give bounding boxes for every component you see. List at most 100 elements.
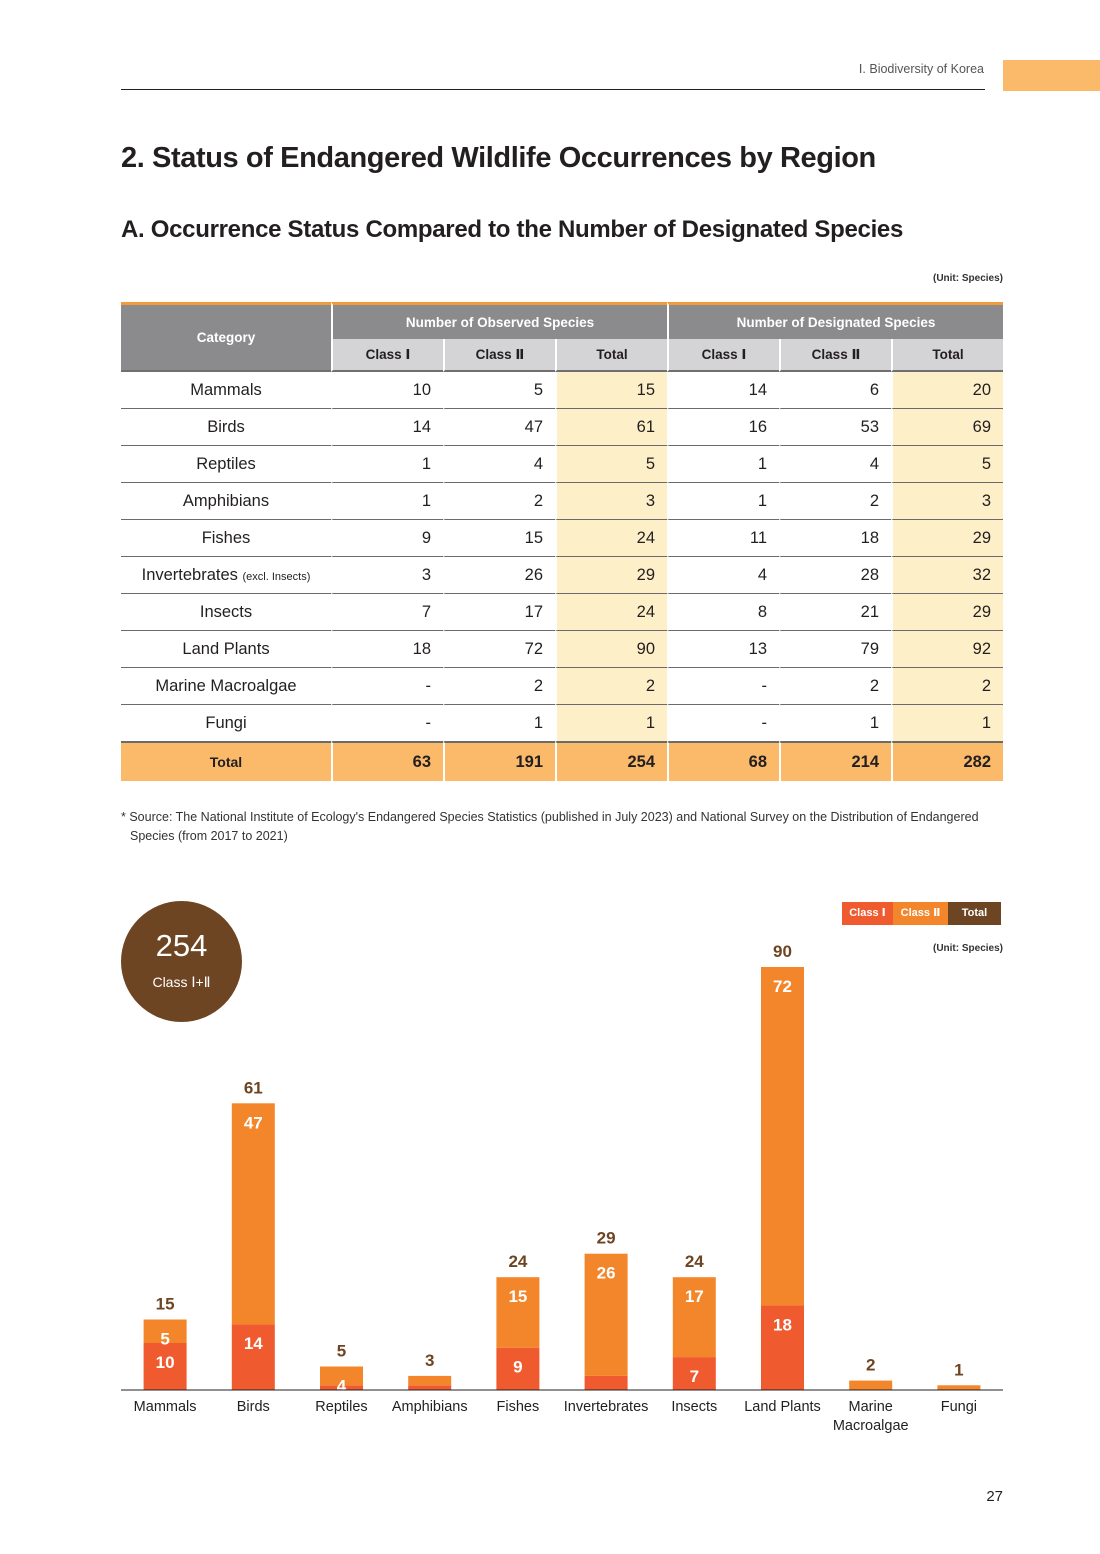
bar-label-class2: 5 — [160, 1330, 169, 1349]
value-cell: - — [667, 705, 780, 742]
category-axis-label: Insects — [671, 1399, 717, 1415]
table-unit-label: (Unit: Species) — [932, 273, 1003, 284]
bar-class1 — [584, 1375, 628, 1390]
total-summary-number: 254 — [155, 928, 208, 963]
bar-class2 — [761, 967, 804, 1306]
table-row: Amphibians 1 2 3 1 2 3 — [121, 483, 1004, 520]
category-cell: Mammals — [121, 372, 331, 409]
legend-class2: Class Ⅱ — [893, 902, 948, 925]
bar-class2 — [231, 1103, 275, 1325]
sub-header: Class Ⅰ — [667, 339, 780, 372]
value-cell: 3 — [891, 483, 1004, 520]
bar-label-total: 29 — [597, 1229, 616, 1248]
category-name: Birds — [207, 417, 245, 436]
bar-class2 — [849, 1380, 893, 1390]
value-cell: 92 — [891, 631, 1004, 668]
table-row: Fungi -1 1-1 1 — [121, 705, 1004, 742]
value-cell: 32 — [891, 557, 1004, 594]
bar-class2 — [496, 1277, 540, 1348]
bar-class2 — [584, 1253, 628, 1376]
value-cell: 29 — [891, 594, 1004, 631]
section-title: 2. Status of Endangered Wildlife Occurre… — [121, 142, 876, 174]
category-cell: Insects — [121, 594, 331, 631]
value-cell: 15 — [443, 520, 555, 557]
value-cell: 7 — [331, 594, 443, 631]
bar-label-class2: 1 — [954, 1395, 963, 1414]
bar-label-class1: 9 — [513, 1358, 522, 1377]
legend-total: Total — [948, 902, 1001, 925]
bar-class2 — [320, 1366, 363, 1386]
sub-header: Total — [555, 339, 668, 372]
bar-label-class1: 18 — [773, 1315, 792, 1334]
category-axis-label: Fungi — [941, 1399, 977, 1415]
value-cell: 18 — [331, 631, 443, 668]
value-cell: 3 — [555, 483, 668, 520]
designated-header: Number of Designated Species — [667, 302, 1004, 340]
running-header: Ⅰ. Biodiversity of Korea — [858, 62, 984, 76]
category-cell: Birds — [121, 409, 331, 446]
value-cell: 2 — [891, 668, 1004, 705]
bar-class1 — [761, 1305, 804, 1390]
value-cell: 47 — [443, 409, 555, 446]
value-cell: 2 — [443, 668, 555, 705]
bar-label-total: 15 — [156, 1295, 175, 1314]
sub-header: Class Ⅰ — [331, 339, 443, 372]
total-cell: 68 — [667, 742, 780, 781]
total-cell: 63 — [331, 742, 443, 781]
value-cell: 20 — [891, 372, 1004, 409]
total-cell: 254 — [555, 742, 668, 781]
table-row: Insects 7 17 24 8 21 29 — [121, 594, 1004, 631]
value-cell: 4 — [667, 557, 780, 594]
category-axis-label: Macroalgae — [833, 1418, 909, 1434]
value-cell: - — [331, 668, 443, 705]
bar-label-class2: 4 — [337, 1377, 347, 1396]
value-cell: 2 — [443, 483, 555, 520]
value-cell: 5 — [891, 446, 1004, 483]
sub-title: A. Occurrence Status Compared to the Num… — [121, 216, 904, 243]
species-table: Category Number of Observed Species Numb… — [121, 302, 1004, 781]
bar-class1 — [320, 1385, 363, 1390]
value-cell: 69 — [891, 409, 1004, 446]
bar-label-total: 24 — [685, 1252, 704, 1271]
category-name: Fungi — [205, 713, 247, 732]
bar-label-class2: 2 — [425, 1386, 434, 1405]
value-cell: 24 — [555, 520, 668, 557]
value-cell: 1 — [779, 705, 892, 742]
value-cell: 90 — [555, 631, 668, 668]
bar-class1 — [496, 1347, 540, 1390]
value-cell: 26 — [443, 557, 555, 594]
value-cell: 18 — [779, 520, 892, 557]
category-axis-label: Birds — [237, 1399, 270, 1415]
value-cell: 13 — [667, 631, 780, 668]
bar-label-total: 61 — [244, 1078, 263, 1097]
category-axis-label: Amphibians — [392, 1399, 468, 1415]
total-cell: 191 — [443, 742, 555, 781]
value-cell: 1 — [555, 705, 668, 742]
value-cell: - — [667, 668, 780, 705]
value-cell: 5 — [443, 372, 555, 409]
legend-class1: Class Ⅰ — [842, 902, 893, 925]
category-cell: Amphibians — [121, 483, 331, 520]
bar-label-class2: 26 — [597, 1264, 616, 1283]
observed-header: Number of Observed Species — [331, 302, 668, 340]
category-axis-label: Invertebrates — [564, 1399, 649, 1415]
value-cell: 2 — [779, 668, 892, 705]
bar-label-total: 3 — [425, 1351, 434, 1370]
bar-label-class2: 2 — [866, 1391, 875, 1410]
category-name: Reptiles — [196, 454, 256, 473]
bar-label-class2: 72 — [773, 977, 792, 996]
value-cell: 16 — [667, 409, 780, 446]
total-cell: 214 — [779, 742, 892, 781]
value-cell: 9 — [331, 520, 443, 557]
bar-class2 — [408, 1375, 452, 1386]
category-cell: Marine Macroalgae — [121, 668, 331, 705]
bar-class1 — [672, 1357, 716, 1390]
category-axis-label: Marine — [849, 1399, 893, 1415]
value-cell: 4 — [443, 446, 555, 483]
category-cell: Land Plants — [121, 631, 331, 668]
value-cell: 15 — [555, 372, 668, 409]
header-color-tab — [1003, 60, 1100, 91]
table-row: Land Plants 18 72 90 13 79 92 — [121, 631, 1004, 668]
bar-label-total: 1 — [954, 1360, 963, 1379]
